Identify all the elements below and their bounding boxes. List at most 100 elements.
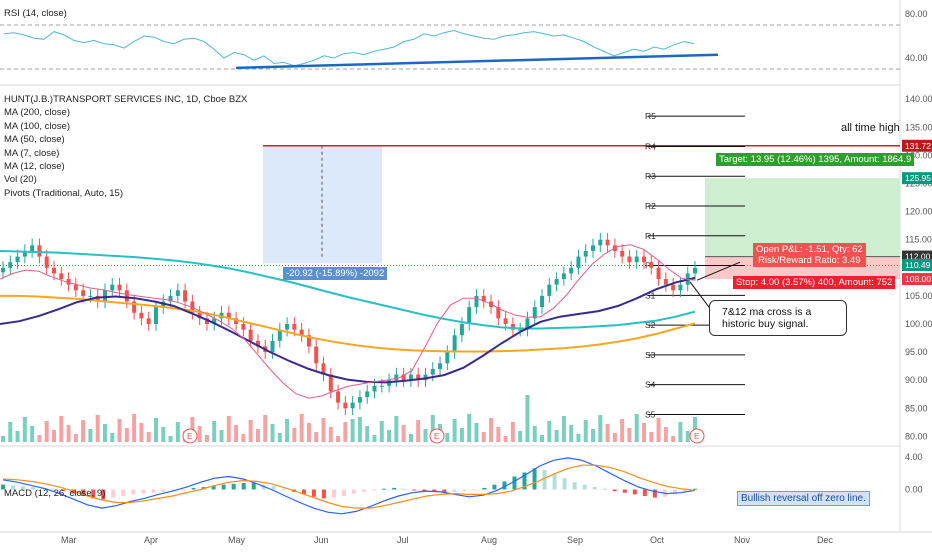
candle-body [634, 256, 639, 263]
volume-bar [292, 428, 297, 442]
volume-bar [598, 415, 603, 442]
volume-bar [263, 415, 268, 442]
rsi-title: RSI (14, close) [4, 8, 67, 19]
candle-body [66, 279, 71, 285]
volume-bar [525, 395, 530, 442]
candle-body [554, 279, 559, 285]
volume-bar [357, 417, 362, 442]
volume-bar [299, 414, 304, 442]
volume-bar [401, 425, 406, 442]
macd-histogram-bar [231, 483, 236, 490]
volume-bar [387, 430, 392, 442]
volume-bar [459, 428, 464, 442]
volume-bar [8, 422, 13, 442]
macd-histogram-bar [181, 489, 186, 491]
volume-bar [219, 430, 224, 442]
candle-body [642, 256, 647, 263]
volume-bar [270, 424, 275, 442]
candle-body [292, 324, 297, 330]
candle-body [212, 318, 217, 324]
candle-body [394, 374, 399, 381]
candle-body [671, 284, 676, 291]
candle-body [532, 307, 537, 319]
volume-bar [306, 423, 311, 442]
pivot-label-s1: S1 [645, 290, 656, 300]
symbol-title: HUNT(J.B.)TRANSPORT SERVICES INC, 1D, Cb… [4, 94, 248, 105]
volume-bar [612, 433, 617, 442]
candle-body [518, 329, 523, 331]
legend-ma200[interactable]: MA (200, close) [4, 107, 70, 119]
macd-histogram-bar [452, 489, 457, 492]
time-axis-label-sep: Sep [567, 535, 583, 545]
macd-histogram-bar [572, 482, 577, 490]
rsi-trendline [235, 53, 719, 70]
price-axis-tick: 95.00 [905, 347, 928, 357]
candle-body [234, 318, 239, 324]
volume-bar [124, 428, 129, 442]
time-axis-label-nov: Nov [734, 535, 751, 545]
macd-histogram-bar [161, 489, 166, 492]
pnl-pointer [696, 261, 741, 281]
macd-histogram-bar [402, 488, 407, 490]
pivot-label-r5: R5 [645, 111, 656, 121]
pivot-label-r4: R4 [645, 141, 656, 151]
candle-body [576, 256, 581, 268]
macd-histogram-bar [251, 483, 256, 490]
price-badge [902, 273, 932, 286]
legend-vol[interactable]: Vol (20) [4, 174, 37, 186]
candle-body [183, 290, 188, 302]
rsi-axis-tick: 40.00 [905, 53, 928, 63]
macd-histogram-bar [271, 486, 276, 490]
candle-body [481, 295, 486, 302]
time-axis-label-may: May [228, 535, 246, 545]
volume-bar [88, 429, 93, 442]
volume-bar [146, 432, 151, 442]
legend-ma12[interactable]: MA (12, close) [4, 161, 65, 173]
macd-line [2, 457, 696, 515]
candle-body [117, 284, 122, 291]
candle-body [168, 295, 173, 302]
volume-bar [102, 424, 107, 442]
price-axis-tick: 85.00 [905, 403, 928, 413]
callout-note[interactable]: 7&12 ma cross is a historic buy signal. [709, 300, 847, 336]
legend-ma50[interactable]: MA (50, close) [4, 134, 65, 146]
legend-ma100[interactable]: MA (100, close) [4, 120, 70, 132]
volume-bar [314, 432, 319, 442]
volume-bar [30, 426, 35, 442]
candle-body [73, 284, 78, 291]
volume-bar [44, 421, 49, 442]
candle-body [379, 385, 384, 387]
candle-body [372, 385, 377, 392]
pivot-label-s2: S2 [645, 320, 656, 330]
time-axis-label-mar: Mar [61, 535, 77, 545]
price-badge-label: 112.00 [905, 252, 931, 262]
price-axis-tick: 115.00 [905, 235, 932, 245]
legend-pivots[interactable]: Pivots (Traditional, Auto, 15) [4, 187, 123, 199]
legend-ma7[interactable]: MA (7, close) [4, 147, 60, 159]
candle-body [467, 307, 472, 324]
candle-body [540, 295, 545, 308]
volume-bar [255, 429, 260, 442]
pnl-box: Open P&L: -1.51, Qty: 62 Risk/Reward Rat… [753, 243, 866, 267]
macd-note[interactable]: Bullish reversal off zero line. [737, 491, 870, 506]
macd-histogram-bar [502, 481, 507, 490]
time-axis-label-apr: Apr [144, 535, 158, 545]
macd-histogram-bar [331, 489, 336, 498]
volume-bar [117, 419, 122, 442]
candle-body [15, 256, 20, 263]
pivot-label-r1: R1 [645, 231, 656, 241]
macd-histogram-bar [131, 489, 136, 495]
price-axis-tick: 100.00 [905, 319, 932, 329]
volume-bar [634, 414, 639, 442]
volume-bar [372, 435, 377, 442]
volume-bar [248, 420, 253, 442]
volume-bar [554, 430, 559, 442]
volume-bar [620, 419, 625, 442]
candle-body [547, 284, 552, 296]
macd-histogram-bar [61, 489, 66, 492]
measure-area [263, 145, 382, 264]
volume-bar [95, 415, 100, 442]
macd-histogram-bar [281, 488, 286, 490]
